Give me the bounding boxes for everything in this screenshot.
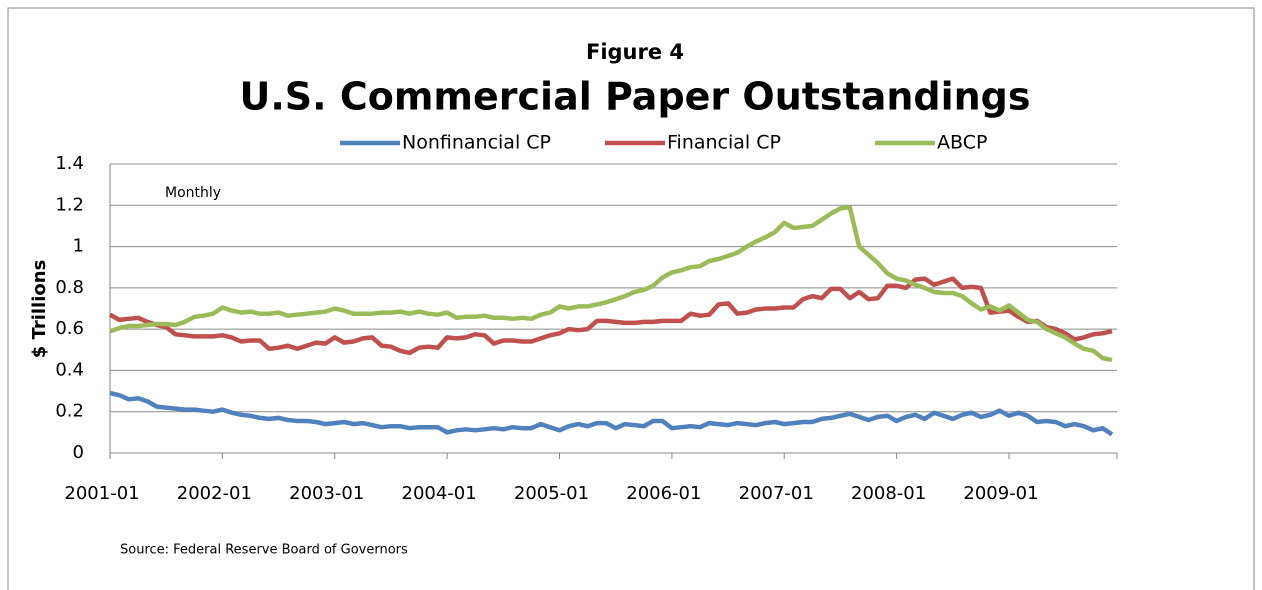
y-tick-label: 1.2 — [55, 194, 84, 215]
series-line — [108, 276, 1113, 356]
source-note: Source: Federal Reserve Board of Governo… — [120, 543, 408, 558]
series-line — [109, 205, 1113, 363]
x-tick-label: 2009-01 — [963, 483, 1038, 504]
series-line — [109, 390, 1114, 437]
x-tick-label: 2006-01 — [626, 483, 701, 504]
x-tick-label: 2003-01 — [289, 483, 364, 504]
x-tick-label: 2002-01 — [177, 483, 252, 504]
y-tick-label: 0.8 — [55, 277, 84, 298]
legend-label: Financial CP — [667, 132, 781, 154]
y-tick-label: 0.4 — [55, 359, 84, 380]
x-tick-label: 2007-01 — [739, 483, 814, 504]
x-tick-label: 2004-01 — [402, 483, 477, 504]
x-tick-label: 2008-01 — [851, 483, 926, 504]
chart-suptitle: Figure 4 — [586, 40, 684, 64]
legend-label: Nonfinancial CP — [402, 132, 551, 154]
chart-title: U.S. Commercial Paper Outstandings — [240, 75, 1031, 119]
y-tick-label: 0 — [73, 442, 84, 463]
annotation: Monthly — [165, 185, 221, 201]
x-tick-label: 2001-01 — [64, 483, 139, 504]
chart-border — [7, 7, 1255, 590]
y-tick-label: 1 — [73, 236, 84, 257]
x-tick-label: 2005-01 — [514, 483, 589, 504]
y-tick-label: 0.6 — [55, 318, 84, 339]
legend-label: ABCP — [937, 132, 987, 154]
y-tick-label: 0.2 — [55, 401, 84, 422]
y-axis-label: $ Trillions — [29, 260, 50, 359]
y-tick-label: 1.4 — [55, 153, 84, 174]
